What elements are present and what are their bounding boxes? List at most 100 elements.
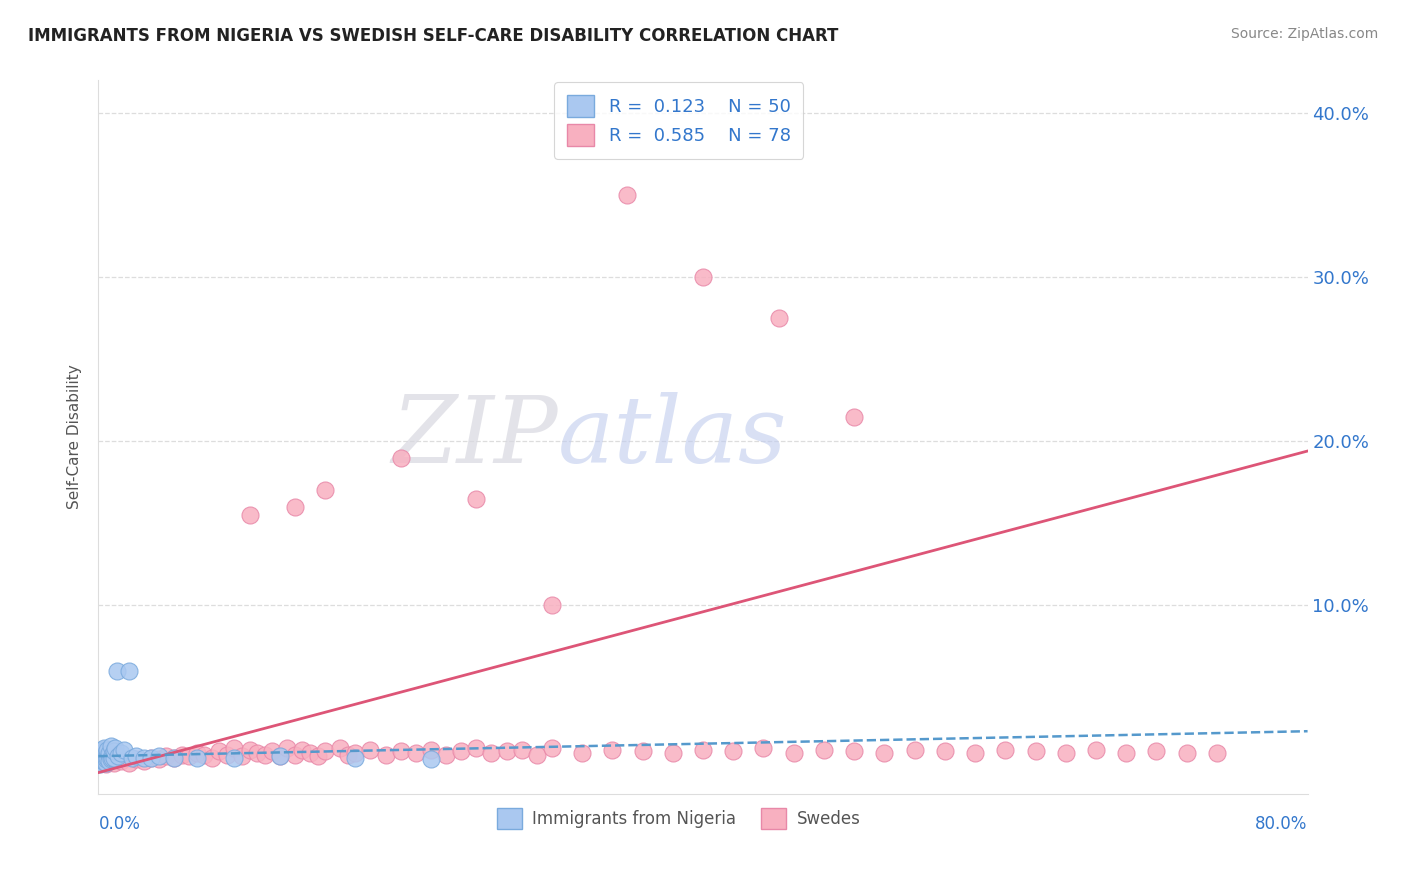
Point: [179, 749, 201, 764]
Point: [94, 757, 117, 772]
Point: [148, 752, 170, 766]
Point: [631, 744, 654, 758]
Point: [100, 739, 122, 754]
Point: [103, 744, 125, 758]
Point: [284, 500, 307, 514]
Point: [93, 741, 115, 756]
Point: [434, 747, 457, 762]
Point: [93, 751, 115, 765]
Point: [110, 754, 132, 768]
Point: [269, 749, 291, 764]
Point: [94, 756, 117, 770]
Legend: Immigrants from Nigeria, Swedes: Immigrants from Nigeria, Swedes: [491, 802, 868, 836]
Point: [934, 744, 956, 758]
Point: [96, 747, 118, 762]
Point: [844, 409, 866, 424]
Point: [103, 756, 125, 770]
Point: [89, 749, 111, 764]
Point: [96, 742, 118, 756]
Point: [1115, 746, 1137, 760]
Point: [768, 311, 790, 326]
Point: [90, 752, 112, 766]
Point: [299, 746, 322, 760]
Point: [405, 746, 427, 760]
Point: [262, 744, 284, 758]
Point: [1024, 744, 1046, 758]
Point: [98, 746, 121, 760]
Point: [163, 751, 186, 765]
Point: [100, 752, 122, 766]
Point: [155, 749, 177, 764]
Point: [93, 744, 115, 758]
Point: [90, 746, 112, 760]
Point: [94, 752, 117, 766]
Point: [91, 742, 114, 756]
Point: [389, 744, 412, 758]
Point: [344, 746, 367, 760]
Point: [98, 754, 121, 768]
Point: [125, 749, 148, 764]
Point: [307, 749, 329, 764]
Point: [239, 508, 262, 522]
Point: [873, 746, 896, 760]
Point: [96, 751, 118, 765]
Point: [389, 450, 412, 465]
Point: [186, 751, 208, 765]
Point: [148, 749, 170, 764]
Text: IMMIGRANTS FROM NIGERIA VS SWEDISH SELF-CARE DISABILITY CORRELATION CHART: IMMIGRANTS FROM NIGERIA VS SWEDISH SELF-…: [28, 27, 838, 45]
Point: [904, 742, 927, 756]
Point: [1085, 742, 1108, 756]
Point: [90, 756, 112, 770]
Point: [374, 747, 396, 762]
Point: [94, 749, 117, 764]
Point: [540, 599, 562, 613]
Point: [1206, 746, 1229, 760]
Text: 0.0%: 0.0%: [98, 815, 141, 833]
Point: [360, 742, 382, 756]
Point: [420, 752, 443, 766]
Point: [540, 741, 562, 756]
Y-axis label: Self-Care Disability: Self-Care Disability: [67, 365, 83, 509]
Point: [526, 747, 548, 762]
Point: [118, 664, 141, 678]
Point: [692, 742, 714, 756]
Point: [193, 747, 215, 762]
Point: [91, 751, 114, 765]
Point: [314, 744, 336, 758]
Point: [170, 747, 193, 762]
Point: [91, 747, 114, 762]
Point: [90, 742, 112, 756]
Point: [105, 664, 128, 678]
Point: [813, 742, 835, 756]
Point: [89, 757, 111, 772]
Text: Source: ZipAtlas.com: Source: ZipAtlas.com: [1230, 27, 1378, 41]
Point: [141, 751, 163, 765]
Point: [93, 754, 115, 768]
Point: [723, 744, 745, 758]
Point: [844, 744, 866, 758]
Text: 80.0%: 80.0%: [1256, 815, 1308, 833]
Point: [602, 742, 624, 756]
Point: [246, 746, 269, 760]
Point: [752, 741, 775, 756]
Point: [420, 742, 443, 756]
Point: [89, 754, 111, 768]
Point: [107, 749, 129, 764]
Point: [510, 742, 533, 756]
Point: [253, 747, 276, 762]
Point: [314, 483, 336, 498]
Point: [1175, 746, 1198, 760]
Point: [224, 741, 246, 756]
Point: [692, 270, 714, 285]
Point: [201, 751, 224, 765]
Point: [118, 756, 141, 770]
Point: [98, 749, 121, 764]
Point: [104, 741, 127, 756]
Point: [132, 751, 155, 765]
Point: [465, 491, 488, 506]
Point: [91, 754, 114, 768]
Point: [215, 747, 238, 762]
Point: [994, 742, 1017, 756]
Point: [141, 751, 163, 765]
Point: [112, 742, 135, 756]
